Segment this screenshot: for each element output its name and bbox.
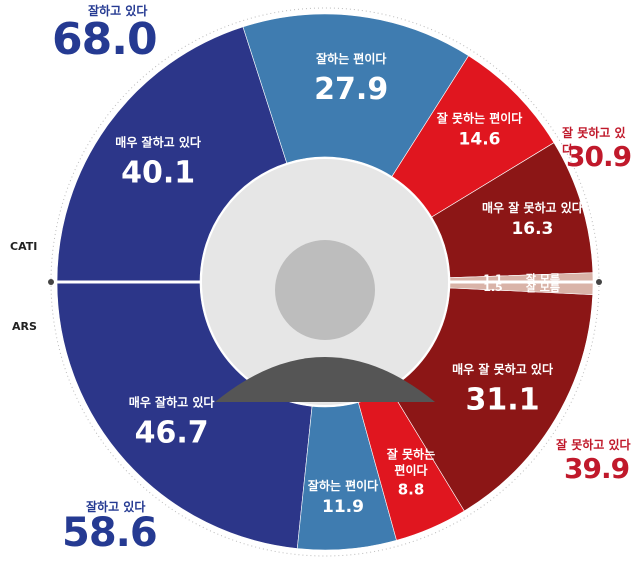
ars-very-good-value: 46.7 xyxy=(135,415,209,450)
ars-label: ARS xyxy=(12,320,37,333)
ars-very-good-label: 매우 잘하고 있다 xyxy=(129,394,215,409)
cati-bad-total-caption: 잘 못하고 있다 xyxy=(562,126,626,157)
ring-marker-right xyxy=(596,279,602,285)
portrait-body xyxy=(215,357,435,402)
cati-good-total-caption: 잘하고 있다 xyxy=(88,4,148,18)
ars-very-bad-label: 매우 잘 못하고 있다 xyxy=(452,361,553,376)
ars-bad-label: 잘 못하는 xyxy=(387,447,435,462)
ars-good-total-caption: 잘하고 있다 xyxy=(86,500,146,514)
ars-dont-know-slice xyxy=(449,281,594,295)
cati-very-good-slice xyxy=(56,26,288,283)
portrait-head xyxy=(275,240,375,340)
ars-good-slice xyxy=(296,402,397,551)
cati-good-slice xyxy=(242,13,470,177)
cati-good-value: 27.9 xyxy=(314,72,388,107)
ars-bad-total-value: 39.9 xyxy=(564,452,630,485)
ars-good-value: 11.9 xyxy=(322,497,364,517)
cati-good-total-value: 68.0 xyxy=(52,14,158,65)
cati-label: CATI xyxy=(10,240,38,253)
cati-very-good-value: 40.1 xyxy=(121,155,195,190)
cati-bad-total-value: 30.9 xyxy=(566,140,632,173)
cati-good-label: 잘하는 편이다 xyxy=(316,51,386,66)
cati-very-bad-value: 16.3 xyxy=(511,219,553,239)
cati-dont-know-value: 1.1 xyxy=(483,272,503,285)
ars-very-bad-slice xyxy=(389,287,594,512)
ars-bad-value: 8.8 xyxy=(398,481,425,499)
cati-very-good-label: 매우 잘하고 있다 xyxy=(115,134,201,149)
ars-bad-total-caption: 잘 못하고 있다 xyxy=(556,438,631,452)
ars-good-label: 잘하는 편이다 xyxy=(308,478,378,493)
ars-dont-know-label: 잘 모름 xyxy=(526,281,560,294)
cati-bad-value: 14.6 xyxy=(459,129,501,149)
cati-very-bad-label: 매우 잘 못하고 있다 xyxy=(482,200,583,215)
ars-bad-label2: 편이다 xyxy=(394,463,427,478)
ars-good-total-value: 58.6 xyxy=(62,510,158,556)
cati-dont-know-label: 잘 모름 xyxy=(526,272,560,285)
cati-bad-label: 잘 못하는 편이다 xyxy=(437,110,523,125)
ars-dont-know-value: 1.5 xyxy=(483,281,503,294)
ars-very-bad-value: 31.1 xyxy=(466,382,540,417)
ring-marker-left xyxy=(48,279,54,285)
